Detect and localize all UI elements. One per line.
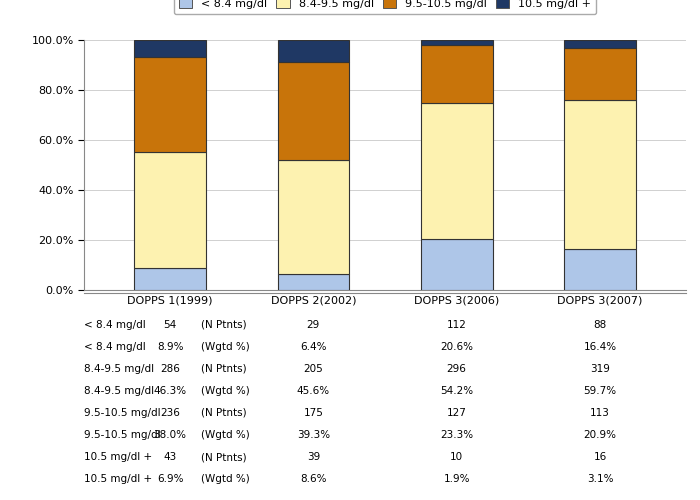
- Bar: [134, 57, 206, 152]
- Bar: [277, 160, 349, 274]
- Text: 1.9%: 1.9%: [443, 474, 470, 484]
- Text: 10: 10: [450, 452, 463, 462]
- Text: 175: 175: [303, 408, 323, 418]
- Text: 8.4-9.5 mg/dl: 8.4-9.5 mg/dl: [84, 364, 154, 374]
- Text: 9.5-10.5 mg/dl: 9.5-10.5 mg/dl: [84, 408, 160, 418]
- Text: 6.9%: 6.9%: [157, 474, 183, 484]
- Bar: [277, 274, 349, 290]
- Bar: [134, 40, 206, 57]
- Bar: [421, 103, 493, 238]
- Text: 45.6%: 45.6%: [297, 386, 330, 396]
- Text: (N Ptnts): (N Ptnts): [202, 408, 247, 418]
- Text: 16.4%: 16.4%: [583, 342, 617, 352]
- Text: 10.5 mg/dl +: 10.5 mg/dl +: [84, 474, 152, 484]
- Bar: [134, 152, 206, 268]
- Text: (Wgtd %): (Wgtd %): [202, 430, 250, 440]
- Bar: [277, 62, 349, 160]
- Text: < 8.4 mg/dl: < 8.4 mg/dl: [84, 342, 146, 352]
- Text: 286: 286: [160, 364, 180, 374]
- Legend: < 8.4 mg/dl, 8.4-9.5 mg/dl, 9.5-10.5 mg/dl, 10.5 mg/dl +: < 8.4 mg/dl, 8.4-9.5 mg/dl, 9.5-10.5 mg/…: [174, 0, 596, 14]
- Text: < 8.4 mg/dl: < 8.4 mg/dl: [84, 320, 146, 330]
- Text: (N Ptnts): (N Ptnts): [202, 364, 247, 374]
- Text: 205: 205: [304, 364, 323, 374]
- Text: 23.3%: 23.3%: [440, 430, 473, 440]
- Text: 319: 319: [590, 364, 610, 374]
- Text: 46.3%: 46.3%: [153, 386, 187, 396]
- Text: (Wgtd %): (Wgtd %): [202, 386, 250, 396]
- Text: 296: 296: [447, 364, 467, 374]
- Text: 54: 54: [163, 320, 176, 330]
- Text: 39: 39: [307, 452, 320, 462]
- Text: 8.4-9.5 mg/dl: 8.4-9.5 mg/dl: [84, 386, 154, 396]
- Text: 112: 112: [447, 320, 467, 330]
- Bar: [421, 45, 493, 103]
- Text: 20.9%: 20.9%: [584, 430, 617, 440]
- Text: 29: 29: [307, 320, 320, 330]
- Bar: [564, 100, 636, 249]
- Bar: [421, 238, 493, 290]
- Text: 39.3%: 39.3%: [297, 430, 330, 440]
- Text: (Wgtd %): (Wgtd %): [202, 342, 250, 352]
- Text: 236: 236: [160, 408, 180, 418]
- Text: 54.2%: 54.2%: [440, 386, 473, 396]
- Text: 59.7%: 59.7%: [583, 386, 617, 396]
- Bar: [134, 268, 206, 290]
- Bar: [564, 249, 636, 290]
- Text: (N Ptnts): (N Ptnts): [202, 452, 247, 462]
- Bar: [564, 40, 636, 48]
- Bar: [277, 40, 349, 62]
- Text: 43: 43: [163, 452, 176, 462]
- Text: (N Ptnts): (N Ptnts): [202, 320, 247, 330]
- Text: 113: 113: [590, 408, 610, 418]
- Text: (Wgtd %): (Wgtd %): [202, 474, 250, 484]
- Bar: [421, 40, 493, 45]
- Text: 3.1%: 3.1%: [587, 474, 613, 484]
- Text: 10.5 mg/dl +: 10.5 mg/dl +: [84, 452, 152, 462]
- Text: 88: 88: [594, 320, 607, 330]
- Text: 127: 127: [447, 408, 467, 418]
- Text: 16: 16: [594, 452, 607, 462]
- Text: 38.0%: 38.0%: [153, 430, 186, 440]
- Text: 8.6%: 8.6%: [300, 474, 327, 484]
- Text: 20.6%: 20.6%: [440, 342, 473, 352]
- Text: 8.9%: 8.9%: [157, 342, 183, 352]
- Text: 9.5-10.5 mg/dl: 9.5-10.5 mg/dl: [84, 430, 160, 440]
- Bar: [564, 48, 636, 100]
- Text: 6.4%: 6.4%: [300, 342, 327, 352]
